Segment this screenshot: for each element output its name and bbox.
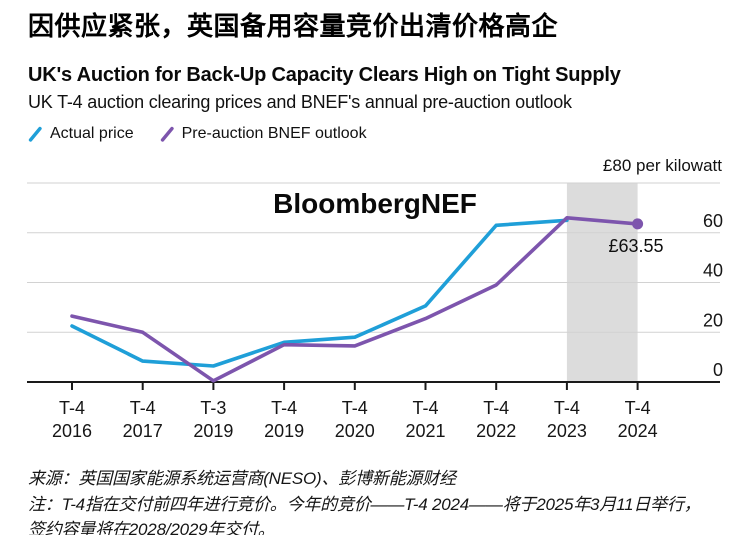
page-title-zh: 因供应紧张，英国备用容量竞价出清价格高企 — [28, 11, 559, 41]
x-tick-label-year: 2022 — [476, 421, 516, 441]
x-tick-label-year: 2024 — [618, 421, 658, 441]
bnef-outlook-line — [70, 216, 640, 383]
x-tick-label-year: 2019 — [264, 421, 304, 441]
chart-subtitle: UK T-4 auction clearing prices and BNEF'… — [28, 92, 572, 112]
x-tick-label-auction: T-4 — [483, 398, 509, 418]
y-axis-title: £80 per kilowatt — [602, 156, 722, 175]
watermark-bloombergnef: BloombergNEF — [273, 188, 477, 219]
capacity-auction-line-chart: BloombergNEF T-4 2016 T-4 2017 T-3 2019 T-4 2019… — [27, 182, 723, 441]
x-tick-label-year: 2017 — [123, 421, 163, 441]
chart-title: UK's Auction for Back-Up Capacity Clears… — [28, 64, 621, 86]
x-tick-label-auction: T-4 — [271, 398, 297, 418]
legend-label-bnef-outlook: Pre-auction BNEF outlook — [181, 125, 367, 142]
y-tick-label-60: 60 — [703, 211, 723, 231]
x-tick-label-auction: T-4 — [625, 398, 651, 418]
end-value-label: £63.55 — [608, 236, 663, 256]
source-note: 来源：英国国家能源系统运营商(NESO)、彭博新能源财经 — [28, 469, 456, 488]
line-swatch-purple-icon — [160, 126, 174, 142]
footnote-line2: 签约容量将在2028/2029年交付。 — [28, 520, 275, 535]
x-tick-label-auction: T-4 — [412, 398, 438, 418]
x-tick-label-year: 2023 — [547, 421, 587, 441]
actual-price-line — [70, 218, 569, 368]
x-tick-label-year: 2016 — [52, 421, 92, 441]
legend-label-actual-price: Actual price — [50, 125, 134, 142]
x-tick-label-auction: T-3 — [200, 398, 226, 418]
y-tick-label-0: 0 — [713, 360, 723, 380]
x-tick-label-auction: T-4 — [59, 398, 85, 418]
forecast-end-dot — [632, 218, 644, 230]
legend-item-bnef-outlook: Pre-auction BNEF outlook — [160, 125, 367, 143]
line-swatch-blue-icon — [28, 126, 42, 142]
x-tick-label-auction: T-4 — [342, 398, 368, 418]
x-tick-label-year: 2020 — [335, 421, 375, 441]
legend-item-actual-price: Actual price — [28, 125, 134, 143]
x-tick-label-auction: T-4 — [130, 398, 156, 418]
x-tick-label-year: 2021 — [405, 421, 445, 441]
x-tick-label-year: 2019 — [193, 421, 233, 441]
x-tick-label-auction: T-4 — [554, 398, 580, 418]
chart-legend: Actual price Pre-auction BNEF outlook — [28, 125, 367, 143]
y-tick-label-20: 20 — [703, 310, 723, 330]
footnote-line1: 注：T-4指在交付前四年进行竞价。今年的竞价——T-4 2024——将于2025… — [28, 495, 701, 514]
y-tick-label-40: 40 — [703, 261, 723, 281]
